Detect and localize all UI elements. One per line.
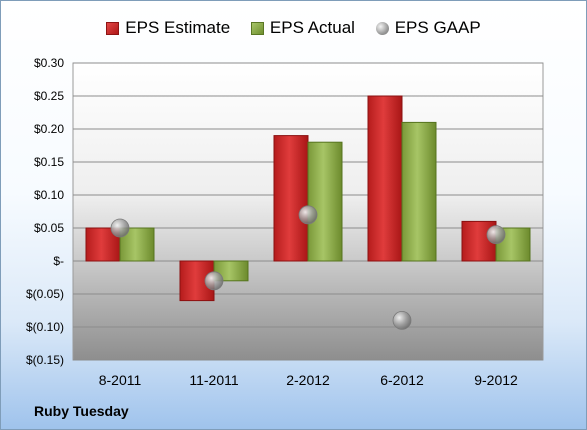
y-tick-label: $0.05 [34,221,64,235]
legend-item-gaap: EPS GAAP [375,18,481,38]
x-tick-label: 8-2011 [99,372,142,388]
legend-label-actual: EPS Actual [269,18,355,37]
estimate-swatch-icon [106,21,120,35]
actual-bar [401,121,437,262]
actual-swatch-icon [250,21,264,35]
y-tick-label: $0.30 [34,56,64,70]
x-tick-label: 11-2011 [189,372,239,388]
legend-item-actual: EPS Actual [250,18,355,38]
y-tick-label: $0.20 [34,122,64,136]
x-tick-label: 2-2012 [286,372,330,388]
actual-bar [213,260,249,282]
gaap-marker [486,225,506,245]
legend: EPS Estimate EPS Actual EPS GAAP [1,18,586,40]
y-tick-label: $0.25 [34,89,64,103]
legend-item-estimate: EPS Estimate [106,18,230,38]
estimate-bar [273,135,309,262]
legend-label-estimate: EPS Estimate [125,18,231,37]
gaap-marker [204,271,224,291]
estimate-bar [367,95,403,262]
gaap-marker [298,205,318,225]
y-tick-label: $- [53,254,64,268]
gaap-marker [392,310,412,330]
gaap-marker [110,218,130,238]
y-tick-label: $(0.15) [26,353,64,367]
y-tick-label: $(0.10) [26,320,64,334]
gaap-marker-icon [375,21,389,35]
company-label: Ruby Tuesday [34,403,129,419]
legend-label-gaap: EPS GAAP [394,18,481,37]
y-tick-label: $0.10 [34,188,64,202]
x-tick-label: 9-2012 [474,372,518,388]
y-tick-label: $0.15 [34,155,64,169]
y-tick-label: $(0.05) [26,287,64,301]
actual-bar [307,141,343,262]
x-tick-label: 6-2012 [380,372,424,388]
